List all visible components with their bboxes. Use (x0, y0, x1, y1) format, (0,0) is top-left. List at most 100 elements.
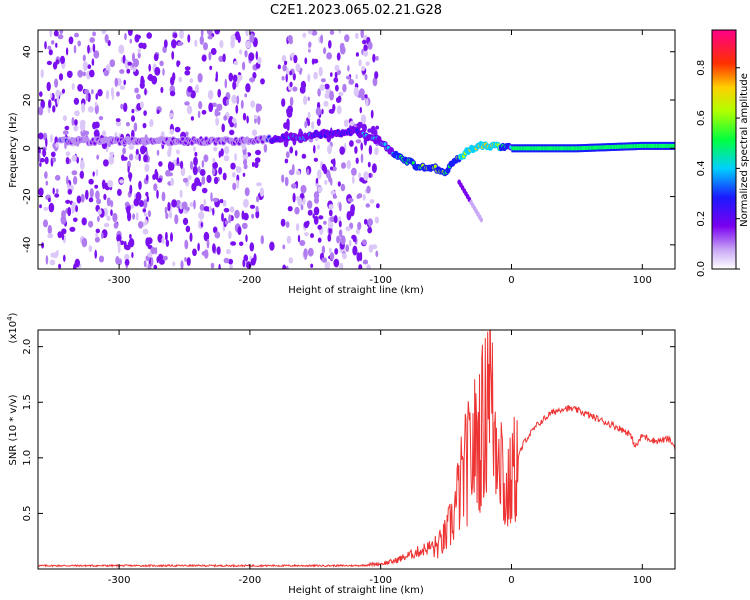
spectrogram-speckle (135, 148, 139, 156)
spectrogram-speckle (369, 199, 375, 204)
spectrogram-speckle (180, 260, 184, 269)
spectrogram-speckle (181, 201, 188, 210)
spectrogram-speckle (255, 149, 261, 156)
spectrogram-speckle (125, 121, 130, 127)
spectrogram-speckle (343, 119, 349, 128)
spectrogram-speckle (184, 66, 191, 71)
spectrogram-speckle (88, 245, 93, 253)
spectrogram-speckle (146, 195, 150, 203)
spectrogram-speckle (362, 259, 369, 265)
spectrogram-speckle (244, 187, 250, 197)
ridge-core (511, 146, 514, 151)
spectrogram-speckle (176, 157, 180, 165)
spectrogram-speckle (129, 38, 132, 44)
spectrogram-speckle (374, 216, 380, 224)
ridge-core (538, 146, 541, 151)
spectrogram-speckle (299, 85, 306, 94)
spectrogram-speckle (190, 116, 194, 121)
spectrogram-speckle (203, 198, 206, 206)
ridge-core (552, 146, 555, 151)
spectrogram-speckle (323, 47, 327, 55)
spectrogram-speckle (168, 172, 173, 177)
spectrogram-speckle (49, 93, 53, 99)
spectrogram-speckle (97, 209, 102, 215)
spectrogram-speckle (123, 240, 127, 250)
spectrogram-speckle (286, 235, 292, 244)
ridge-core (596, 145, 599, 150)
spectrogram-speckle (229, 122, 235, 128)
spectrogram-speckle (126, 205, 131, 215)
spectrogram-speckle (97, 216, 100, 222)
spectrogram-speckle (363, 171, 369, 181)
spectrogram-speckle (359, 88, 365, 97)
spectrogram-speckle (81, 102, 86, 113)
ridge-core (550, 146, 553, 151)
spectrogram-speckle (235, 165, 240, 173)
spectrogram-speckle (106, 215, 111, 221)
spectrogram-speckle (79, 170, 85, 179)
spectrogram-speckle (348, 79, 355, 85)
spectrogram-speckle (185, 225, 191, 233)
spectrogram-speckle (178, 76, 182, 83)
spectrogram-speckle (206, 30, 213, 36)
spectrogram-speckle (365, 61, 370, 66)
spectrogram-speckle (313, 157, 319, 162)
spectrogram-speckle (131, 115, 135, 122)
spectrogram-speckle (338, 30, 342, 34)
spectrogram-speckle (156, 149, 160, 156)
spectrogram-speckle (226, 99, 230, 106)
spectrogram-speckle (321, 108, 324, 115)
spectrogram-speckle (355, 157, 359, 164)
spectrogram-speckle (242, 61, 246, 71)
spectrogram-speckle (308, 41, 312, 48)
spectrogram-speckle (147, 210, 152, 218)
spectrogram-speckle (336, 52, 341, 61)
spectrogram-speckle (324, 83, 330, 90)
x-tick-label: 100 (633, 575, 652, 586)
ridge-core (555, 146, 558, 151)
spectrogram-speckle (50, 134, 53, 143)
spectrogram-speckle (117, 188, 122, 196)
spectrogram-speckle (168, 144, 172, 153)
spectrogram-speckle (107, 40, 111, 47)
spectrogram-speckle (165, 231, 168, 241)
ridge-core (522, 146, 525, 151)
spectrogram-speckle (94, 101, 98, 107)
spectrogram-speckle (355, 73, 359, 80)
spectrogram-speckle (174, 214, 179, 225)
spectrogram-speckle (302, 197, 306, 205)
ridge-core (589, 145, 593, 150)
spectrogram-speckle (208, 205, 212, 213)
spectrogram-speckle (104, 34, 109, 43)
spectrogram-speckle (103, 193, 107, 200)
spectrogram-speckle (95, 190, 100, 200)
spectrogram-speckle (241, 210, 245, 220)
spectrogram-speckle (38, 132, 44, 140)
spectrogram-speckle (291, 183, 297, 189)
spectrogram-speckle (141, 146, 148, 153)
snr-panel: -300 -200 -100 0 100 0.5 1.0 1.5 2.0 Height of … (6, 312, 676, 596)
spectrogram-speckle (327, 144, 332, 155)
spectrogram-speckle (81, 124, 84, 133)
spectrogram-speckle (82, 61, 89, 71)
spectrogram-speckle (72, 176, 78, 185)
spectrogram-speckle (50, 40, 55, 45)
spectrogram-speckle (297, 234, 301, 243)
ridge-core (632, 144, 635, 149)
ridge-core (668, 143, 671, 148)
spectrogram-speckle (307, 111, 311, 120)
spectrogram-speckle (255, 206, 259, 212)
spectrogram-speckle (42, 148, 46, 158)
spectrogram-speckle (58, 73, 64, 81)
spectrogram-speckle (74, 119, 78, 126)
spectrogram-speckle (356, 252, 361, 262)
spectrogram-speckle (257, 115, 261, 125)
spectrogram-speckle (334, 71, 338, 79)
ridge-core (660, 143, 663, 148)
spectrogram-speckle (177, 41, 184, 46)
spectrogram-speckle (338, 220, 342, 228)
spectrogram-speckle (56, 96, 60, 105)
spectrogram-speckle (340, 235, 346, 245)
ridge-core (643, 143, 646, 148)
